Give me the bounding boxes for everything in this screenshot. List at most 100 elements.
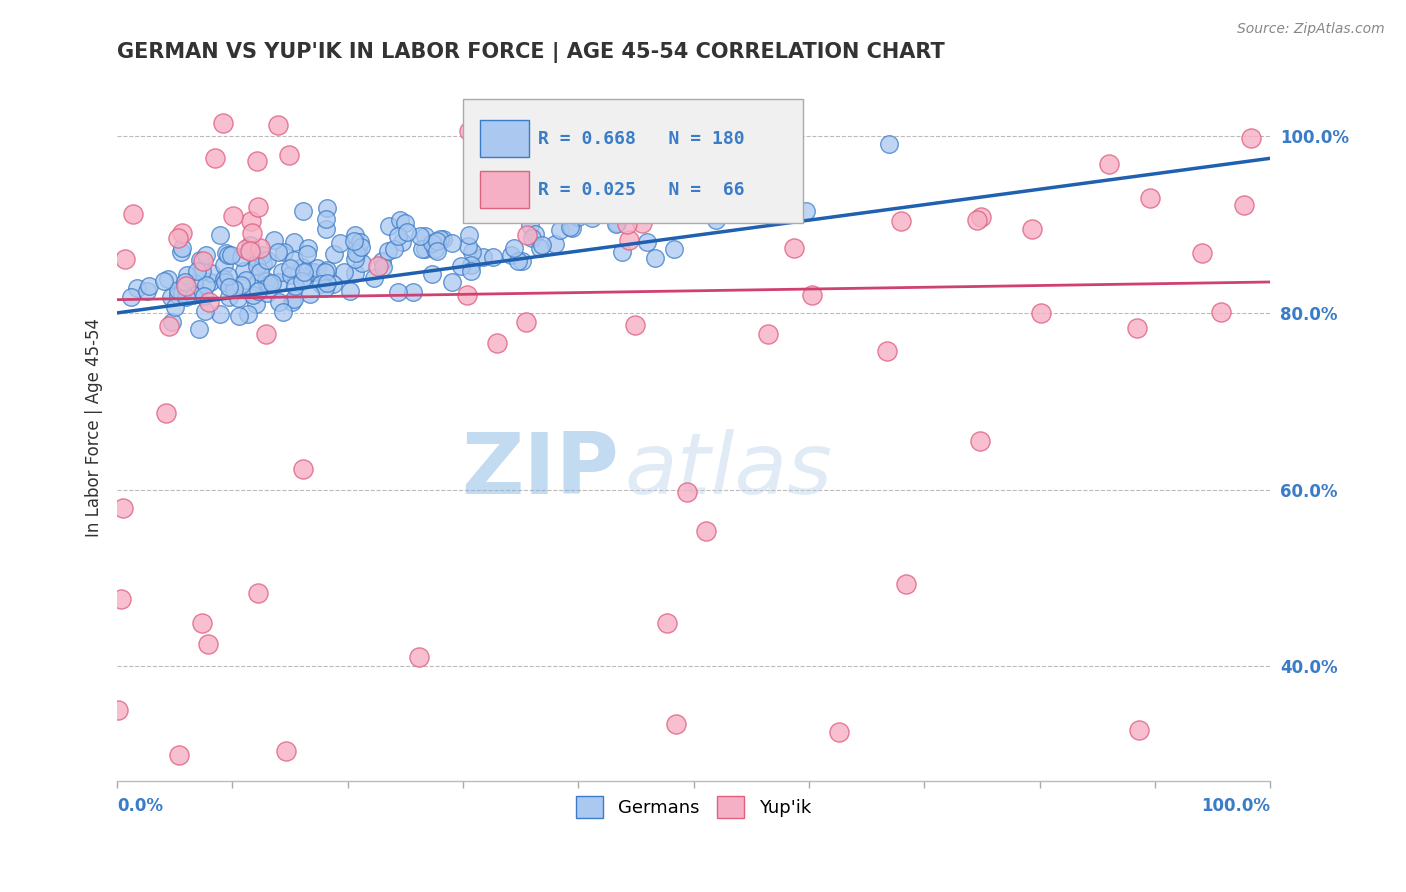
Point: [457, 124, 479, 138]
Point: [219, 248, 242, 262]
Point: [156, 272, 179, 286]
Point: [363, 270, 385, 285]
Point: [472, 202, 495, 217]
Point: [695, 524, 717, 539]
Point: [644, 252, 666, 266]
Point: [215, 246, 238, 260]
Point: [387, 228, 409, 243]
Point: [828, 724, 851, 739]
Point: [506, 253, 529, 268]
Point: [191, 253, 214, 268]
Point: [441, 236, 464, 251]
Point: [508, 200, 530, 214]
Point: [329, 236, 352, 251]
Point: [277, 148, 299, 162]
Point: [1128, 723, 1150, 737]
Point: [796, 204, 818, 219]
Point: [167, 283, 190, 297]
Point: [373, 260, 395, 275]
Text: R = 0.668   N = 180: R = 0.668 N = 180: [538, 129, 745, 148]
Point: [240, 213, 263, 227]
Point: [256, 286, 278, 301]
Point: [187, 287, 209, 301]
Legend: Germans, Yup'ik: Germans, Yup'ik: [569, 789, 818, 825]
Point: [298, 287, 321, 301]
Point: [235, 273, 257, 287]
Point: [783, 241, 806, 255]
Point: [197, 637, 219, 651]
Point: [877, 136, 900, 151]
Point: [290, 274, 312, 288]
Point: [193, 289, 215, 303]
Point: [273, 245, 295, 260]
Point: [235, 242, 257, 256]
Point: [530, 238, 553, 252]
Point: [350, 240, 373, 254]
Point: [581, 211, 603, 226]
Point: [969, 434, 991, 448]
Point: [676, 485, 699, 500]
Point: [190, 615, 212, 630]
Text: 0.0%: 0.0%: [117, 797, 163, 815]
Point: [249, 265, 271, 279]
Point: [270, 265, 292, 279]
Point: [194, 304, 217, 318]
Point: [155, 406, 177, 420]
Point: [519, 219, 541, 233]
Point: [262, 276, 284, 290]
Point: [322, 277, 344, 291]
Point: [966, 213, 988, 227]
Point: [402, 285, 425, 299]
Point: [191, 263, 214, 277]
Point: [197, 294, 219, 309]
Point: [195, 277, 218, 292]
Point: [195, 247, 218, 261]
Point: [544, 236, 567, 251]
Point: [291, 260, 314, 274]
Point: [283, 252, 305, 267]
Point: [231, 250, 253, 264]
Point: [271, 304, 294, 318]
Point: [257, 277, 280, 291]
Point: [411, 242, 433, 256]
Point: [371, 254, 394, 268]
Point: [170, 241, 193, 255]
Point: [217, 268, 239, 283]
Point: [561, 221, 583, 235]
Point: [297, 241, 319, 255]
Point: [283, 235, 305, 250]
Point: [246, 200, 269, 214]
Point: [214, 272, 236, 286]
Point: [246, 284, 269, 298]
Point: [218, 280, 240, 294]
Point: [344, 246, 367, 260]
Point: [610, 244, 633, 259]
Point: [606, 216, 628, 230]
Point: [281, 295, 304, 310]
Point: [267, 294, 290, 309]
Text: atlas: atlas: [624, 428, 832, 512]
Point: [339, 285, 361, 299]
Point: [450, 259, 472, 273]
Point: [186, 264, 208, 278]
Point: [212, 258, 235, 272]
Point: [423, 243, 446, 257]
Point: [267, 276, 290, 290]
Point: [1233, 198, 1256, 212]
Text: ZIP: ZIP: [461, 428, 619, 512]
Point: [247, 275, 270, 289]
Point: [413, 229, 436, 244]
Point: [249, 241, 271, 255]
Point: [461, 244, 484, 259]
Point: [198, 275, 221, 289]
Point: [655, 615, 678, 630]
Point: [408, 650, 430, 665]
Point: [292, 265, 315, 279]
Point: [756, 326, 779, 341]
Point: [208, 228, 231, 243]
Point: [704, 212, 727, 227]
Point: [350, 256, 373, 270]
Point: [229, 277, 252, 292]
Point: [122, 206, 145, 220]
Point: [114, 252, 136, 266]
